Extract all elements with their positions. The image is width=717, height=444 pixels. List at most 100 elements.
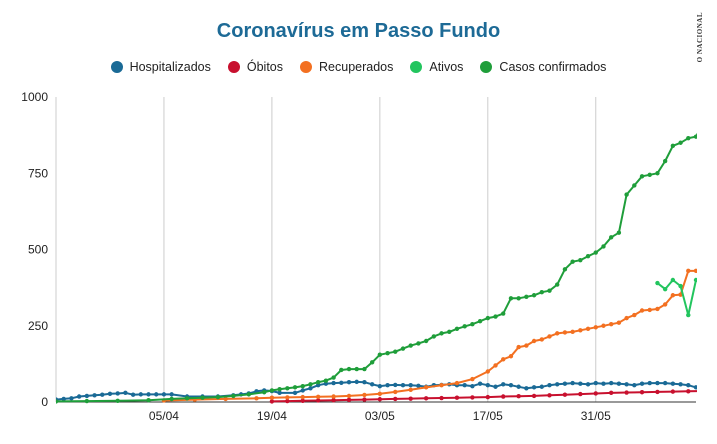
data-point <box>524 343 529 348</box>
data-point <box>531 338 537 344</box>
data-point <box>662 286 668 292</box>
x-tick-label: 31/05 <box>581 409 611 423</box>
data-point <box>562 381 568 386</box>
data-point <box>655 389 660 395</box>
data-point <box>470 383 475 389</box>
data-point <box>702 121 706 125</box>
data-point <box>485 315 491 321</box>
data-point <box>315 394 321 400</box>
data-point <box>608 322 614 327</box>
legend-item[interactable]: Ativos <box>410 60 463 74</box>
data-point <box>331 394 336 399</box>
data-point <box>562 392 568 397</box>
data-point <box>639 381 645 386</box>
data-point <box>531 393 537 399</box>
data-point <box>346 366 352 372</box>
data-point <box>562 267 568 272</box>
data-point <box>516 296 521 301</box>
legend-item[interactable]: Óbitos <box>227 60 283 74</box>
data-point <box>647 307 652 313</box>
legend-item[interactable]: Hospitalizados <box>110 60 211 74</box>
data-point <box>493 384 498 389</box>
data-point <box>632 312 637 318</box>
data-point <box>524 294 529 299</box>
data-point <box>470 322 475 327</box>
data-point <box>501 394 506 399</box>
data-point <box>670 381 676 386</box>
data-point <box>655 171 660 176</box>
x-tick-label: 05/04 <box>149 409 179 423</box>
data-point <box>555 331 560 336</box>
data-point <box>693 385 697 390</box>
data-point <box>647 380 652 386</box>
data-point <box>539 337 544 342</box>
data-point <box>56 399 59 404</box>
data-point <box>593 325 598 330</box>
data-point <box>616 230 622 235</box>
series-ativos <box>655 272 713 318</box>
data-point <box>632 383 637 388</box>
data-point <box>485 383 491 388</box>
data-point <box>454 326 460 331</box>
data-point <box>423 385 429 390</box>
data-point <box>130 392 136 397</box>
data-point <box>639 390 645 395</box>
data-point <box>416 341 421 346</box>
series-hospitalizados <box>56 379 706 402</box>
data-point <box>339 380 344 385</box>
data-point <box>493 363 498 368</box>
data-point <box>200 395 205 400</box>
data-point <box>408 396 413 401</box>
data-point <box>508 383 514 388</box>
data-point <box>346 379 352 385</box>
data-point <box>601 323 606 328</box>
data-point <box>570 380 575 386</box>
y-tick-label: 1000 <box>21 90 48 104</box>
chart-title: Coronavírus em Passo Fundo <box>216 20 501 42</box>
data-point <box>678 283 683 289</box>
data-point <box>702 389 706 393</box>
data-point <box>547 383 552 388</box>
legend-marker <box>227 61 240 73</box>
data-point <box>339 367 344 373</box>
data-point <box>585 254 591 259</box>
data-point <box>662 302 668 307</box>
data-point <box>169 392 174 397</box>
data-point <box>215 394 221 400</box>
data-point <box>501 357 506 362</box>
data-point <box>269 395 275 400</box>
data-point <box>547 393 552 398</box>
data-point <box>702 385 706 389</box>
data-point <box>277 386 282 392</box>
data-point <box>578 391 583 397</box>
data-point <box>655 306 660 312</box>
legend-item[interactable]: Casos confirmados <box>480 60 606 74</box>
data-point <box>555 282 560 287</box>
data-point <box>323 381 329 386</box>
data-point <box>408 383 413 388</box>
data-point <box>531 385 537 390</box>
series-line <box>656 279 697 317</box>
data-point <box>578 328 583 333</box>
data-point <box>686 135 691 141</box>
data-point <box>670 143 676 148</box>
data-point <box>138 392 144 397</box>
data-point <box>585 326 591 331</box>
data-point <box>709 272 713 276</box>
y-tick-label: 500 <box>28 243 48 257</box>
data-point <box>84 398 90 404</box>
data-point <box>531 293 537 298</box>
data-point <box>655 280 660 286</box>
data-point <box>454 395 460 400</box>
chart-legend: Hospitalizados Óbitos Recuperados Ativos Cas… <box>0 60 717 74</box>
data-point <box>377 352 383 357</box>
data-point <box>686 268 691 274</box>
data-point <box>709 116 713 120</box>
y-tick-label: 0 <box>41 395 48 409</box>
data-point <box>539 290 544 295</box>
data-point <box>508 354 514 359</box>
data-point <box>354 379 359 385</box>
data-point <box>346 393 352 399</box>
legend-item[interactable]: Recuperados <box>300 60 393 74</box>
data-point <box>285 386 290 391</box>
